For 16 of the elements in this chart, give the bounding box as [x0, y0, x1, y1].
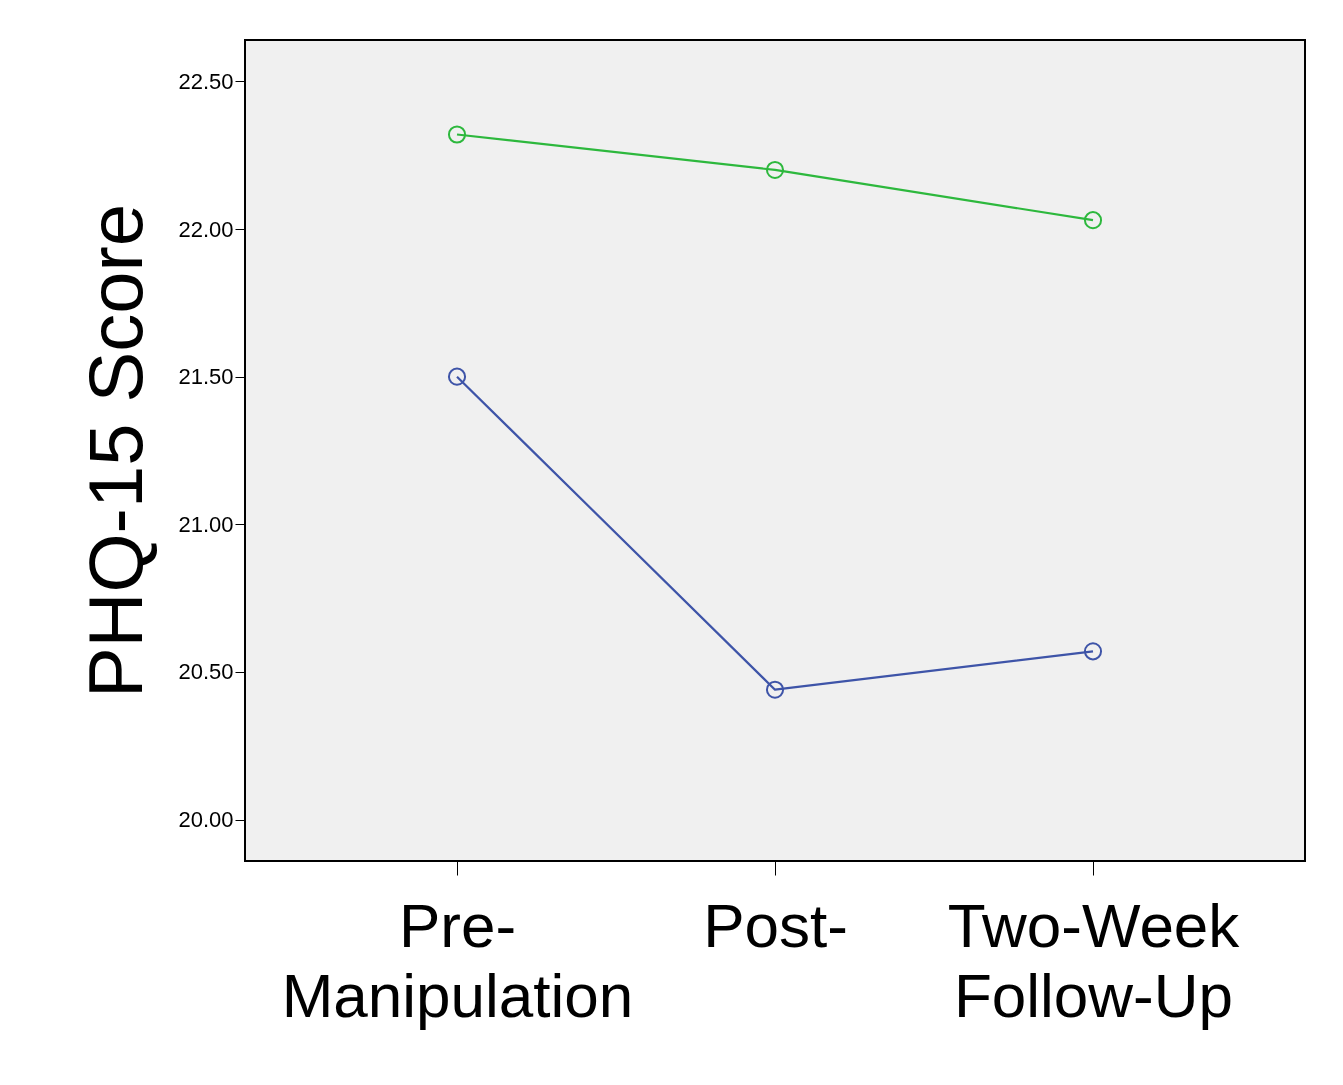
y-tick-label: 21.00 — [178, 511, 234, 537]
point — [447, 125, 467, 144]
point — [447, 367, 467, 386]
y-tick-label: 21.50 — [178, 364, 234, 390]
y-tick-label: 20.50 — [178, 659, 234, 685]
y-tick-label: 20.00 — [178, 807, 234, 833]
x-tick-label: Post- — [703, 890, 848, 960]
y-tick-label: 22.00 — [178, 216, 234, 242]
point — [1083, 642, 1103, 661]
y-axis-title: PHQ-15 Score — [73, 203, 159, 699]
y-tick-label: 22.50 — [178, 68, 234, 94]
x-tick-label: Two-Week Follow-Up — [947, 890, 1241, 1030]
point — [1083, 211, 1103, 230]
point — [765, 160, 785, 179]
x-tick-label: Pre- Manipulation — [281, 890, 634, 1030]
point — [765, 680, 785, 699]
